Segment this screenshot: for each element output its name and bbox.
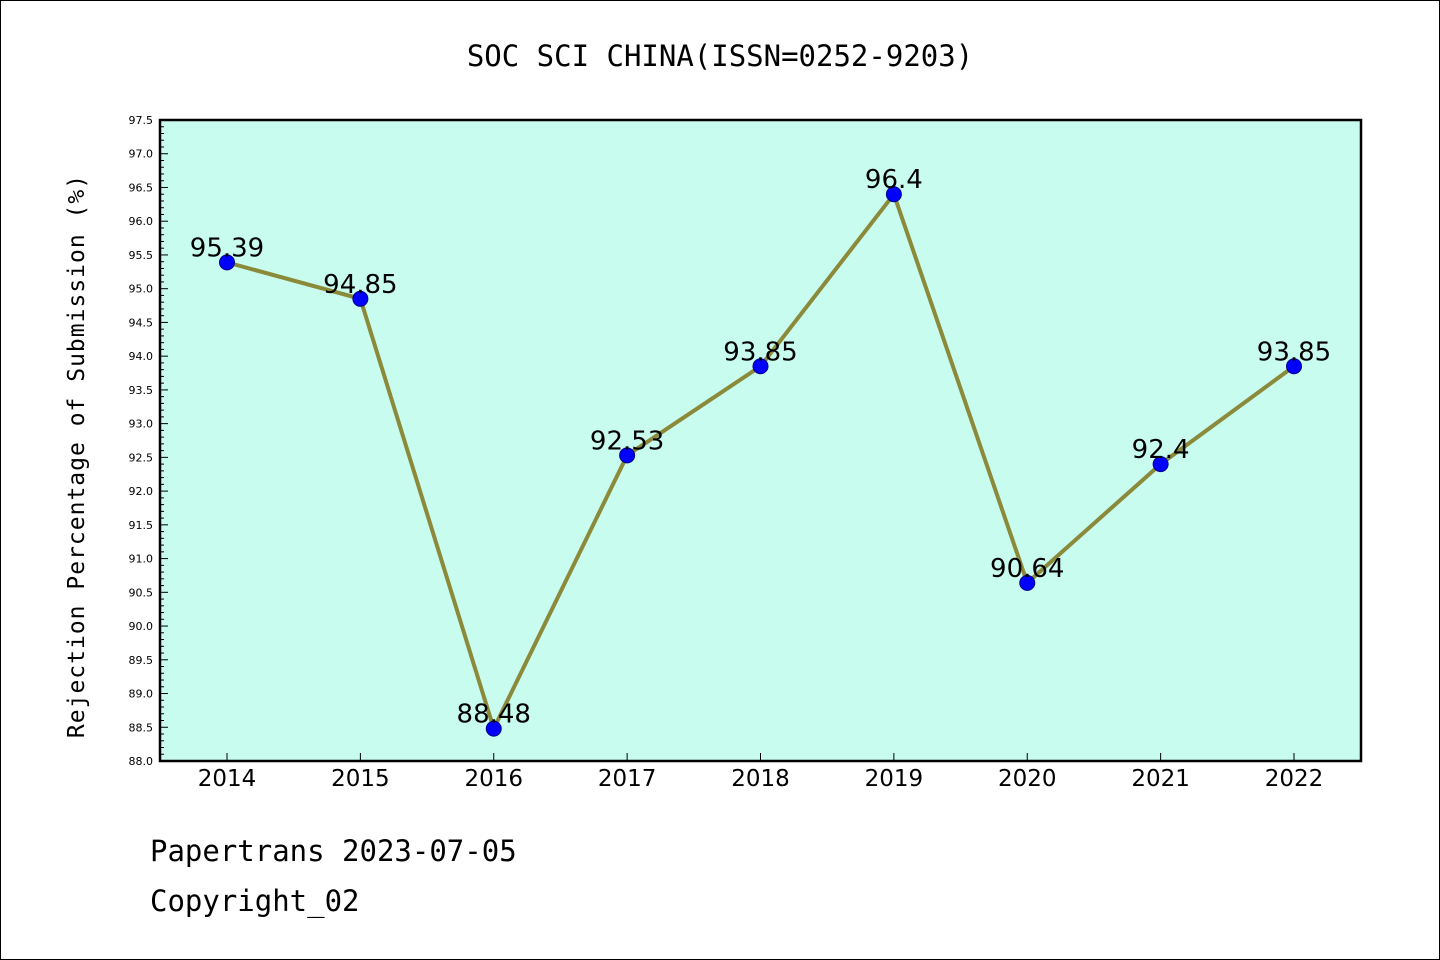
x-tick-label: 2017 — [598, 766, 657, 792]
data-point — [1286, 358, 1302, 375]
y-axis-label: Rejection Percentage of Submission (%) — [64, 174, 90, 738]
y-tick-label: 95.0 — [129, 283, 154, 296]
data-label: 93.85 — [1257, 337, 1331, 367]
data-label: 90.64 — [990, 554, 1064, 584]
y-tick-label: 93.0 — [129, 418, 154, 431]
y-tick-label: 94.5 — [129, 316, 154, 329]
x-tick-label: 2022 — [1265, 766, 1324, 792]
data-point — [219, 254, 235, 271]
x-tick-label: 2018 — [731, 766, 790, 792]
x-tick-label: 2021 — [1131, 766, 1190, 792]
y-tick-label: 91.0 — [129, 553, 154, 566]
y-tick-label: 96.5 — [129, 181, 154, 194]
data-label: 92.4 — [1132, 435, 1190, 465]
y-tick-label: 97.5 — [129, 114, 154, 127]
x-tick-label: 2016 — [464, 766, 523, 792]
y-tick-label: 93.5 — [129, 384, 154, 397]
x-tick-label: 2019 — [865, 766, 924, 792]
x-tick-label: 2020 — [998, 766, 1057, 792]
footer-copyright: Copyright_02 — [150, 884, 360, 918]
x-tick-label: 2015 — [331, 766, 390, 792]
plot-area — [160, 120, 1361, 761]
y-tick-label: 96.0 — [129, 215, 154, 228]
data-point — [1019, 574, 1036, 591]
y-tick-label: 92.5 — [129, 451, 154, 464]
data-point — [619, 447, 636, 464]
y-tick-label: 88.0 — [129, 755, 154, 768]
data-label: 88.48 — [457, 700, 531, 730]
x-axis-ticks: 2014 2015 2016 2017 2018 2019 2020 2021 2022 — [198, 753, 1324, 792]
data-label: 93.85 — [723, 337, 797, 367]
x-tick-label: 2014 — [198, 766, 257, 792]
y-tick-label: 89.0 — [129, 688, 154, 701]
data-point — [485, 720, 502, 737]
data-label: 95.39 — [190, 233, 264, 263]
y-tick-label: 94.0 — [129, 350, 154, 363]
y-tick-label: 91.5 — [129, 519, 154, 532]
data-label: 96.4 — [865, 165, 923, 195]
data-label: 94.85 — [323, 270, 397, 300]
y-tick-label: 89.5 — [129, 654, 154, 667]
y-tick-label: 95.5 — [129, 249, 154, 262]
series-layer: 95.39 94.85 88.48 92.53 93.85 96.4 90.64 92.4 93… — [190, 165, 1331, 737]
data-label: 92.53 — [590, 426, 664, 456]
y-tick-label: 90.5 — [129, 586, 154, 599]
data-point — [1152, 456, 1169, 473]
y-axis-ticks: 88.0 88.5 89.0 89.5 90.0 90.5 91.0 91.5 92.0 92.5… — [129, 114, 168, 768]
data-point — [885, 186, 902, 203]
footer-date: Papertrans 2023-07-05 — [150, 834, 517, 868]
data-point — [752, 358, 769, 375]
plot-border — [158, 118, 1363, 763]
y-tick-label: 88.5 — [129, 721, 154, 734]
y-tick-label: 90.0 — [129, 620, 154, 633]
chart-title: SOC SCI CHINA(ISSN=0252-9203) — [467, 39, 973, 73]
y-tick-label: 92.0 — [129, 485, 154, 498]
data-point — [352, 290, 369, 307]
y-tick-label: 97.0 — [129, 148, 154, 161]
